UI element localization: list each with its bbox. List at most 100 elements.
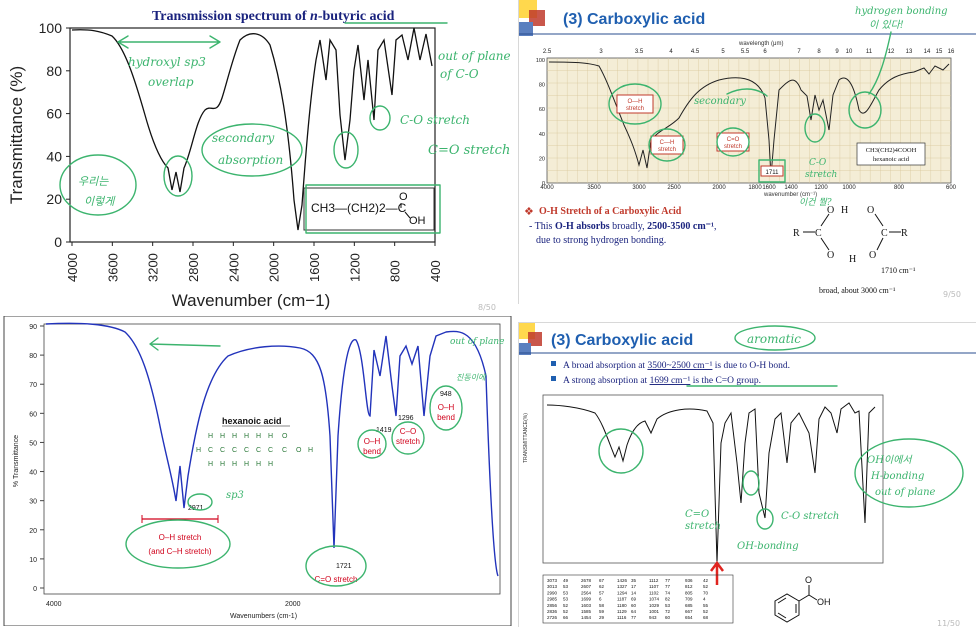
note-out-of-plane: out of plane xyxy=(438,49,511,63)
wavenumber-tick: 600 xyxy=(946,185,957,191)
peak-table-cell: 936 xyxy=(685,578,693,583)
peak-table-cell: 4 xyxy=(703,597,706,602)
y-tick-label: 80 xyxy=(46,63,62,79)
peak-table-cell: 58 xyxy=(599,603,605,608)
oh-stretch-label-1: O—H xyxy=(628,99,643,105)
transmittance-tick: 100 xyxy=(536,58,545,64)
peak-table-cell: 1112 xyxy=(649,578,659,583)
peak-table-cell: 1426 xyxy=(617,578,628,583)
svg-text:R: R xyxy=(793,228,800,239)
svg-text:H: H xyxy=(841,205,848,216)
chain-h-top: H xyxy=(208,433,213,440)
peak-table-cell: 1107 xyxy=(649,584,659,589)
hexanoic-x-label: Wavenumbers (cm-1) xyxy=(230,613,297,620)
peak-table-cell: 52 xyxy=(563,609,569,614)
x-tick-4000: 4000 xyxy=(46,601,62,608)
slide2-page-number: 11/50 xyxy=(937,619,961,627)
scribble-oh-stretch-circle xyxy=(125,519,231,569)
wavenumber-tick: 1800 xyxy=(748,185,762,191)
ch-stretch-label-1: C—H xyxy=(660,140,675,146)
note-co-double: C=O xyxy=(685,509,709,520)
scribble-oh-bend-circle xyxy=(357,429,387,459)
peak-table-cell: 667 xyxy=(685,609,693,614)
peak-table-cell: 64 xyxy=(631,609,637,614)
peak-table-cell: 62 xyxy=(599,584,605,589)
y-tick-label: 100 xyxy=(39,20,63,36)
slide2-chart-frame xyxy=(542,394,884,564)
oh-bend-label: O–H xyxy=(364,437,381,446)
peak-table-cell: 60 xyxy=(631,603,637,608)
note-co: C-O xyxy=(809,158,827,168)
wavelength-tick: 2.5 xyxy=(543,49,552,55)
note-korean-2: 이렇게 xyxy=(84,195,116,208)
wavenumber-tick: 1600 xyxy=(762,185,776,191)
benzoic-acid-structure xyxy=(774,585,818,623)
butyric-spectrum-figure: Transmission spectrum of n-butyric acid … xyxy=(7,9,511,310)
wavelength-tick: 4.5 xyxy=(691,49,700,55)
x-tick-label: 800 xyxy=(388,260,403,282)
peak-table-cell: 74 xyxy=(665,590,671,595)
chain-o-top: O xyxy=(282,433,288,440)
panel-carboxylic-acid-slide-1: (3) Carboxylic acid wavelength (μm) 2.5 3… xyxy=(518,0,976,304)
formula-oh: OH xyxy=(409,215,426,227)
oh-stretch-label: O–H stretch xyxy=(159,533,202,542)
scribble-hbond-circle xyxy=(848,91,882,129)
note-aromatic: aromatic xyxy=(747,332,801,346)
wavelength-tick: 5 xyxy=(721,49,725,55)
x-tick-label: 3600 xyxy=(105,253,120,282)
wavelength-tick: 5.5 xyxy=(741,49,750,55)
wavenumber-tick: 2000 xyxy=(712,185,726,191)
x-tick-label: 3200 xyxy=(146,253,161,282)
bullet-line-2: due to strong hydrogen bonding. xyxy=(536,235,666,246)
note-stretch: stretch xyxy=(685,521,721,532)
peak-1296-label: 1296 xyxy=(398,415,414,422)
peak-circle-3 xyxy=(369,105,391,131)
y-tick-label: 20 xyxy=(46,191,62,207)
slide1-page-number: 9/50 xyxy=(943,290,961,299)
peak-table-cell: 52 xyxy=(703,609,709,614)
slide2-bullet-2: A strong absorption at 1699 cm⁻¹ is the … xyxy=(563,376,761,386)
x-axis-ticks: 4000 3600 3200 2800 2400 2000 1600 1200 800 400 xyxy=(65,242,443,282)
chain-c: C xyxy=(256,447,261,454)
scribble-co-circle xyxy=(716,127,750,157)
chain-h-bottom: H xyxy=(244,461,249,468)
peak-table-cell: 35 xyxy=(631,578,637,583)
panel-butyric-acid-spectrum: Transmission spectrum of n-butyric acid … xyxy=(0,0,515,312)
peak-table-cell: 1129 xyxy=(617,609,627,614)
peak-1711-label: 1711 xyxy=(766,170,780,176)
hex-y-tick-label: 0 xyxy=(33,586,37,593)
co-stretch-label-2: stretch xyxy=(724,144,742,150)
formula-box-scribble xyxy=(305,184,441,234)
hexanoic-label: hexanoic acid xyxy=(222,416,282,426)
peak-table-cell: 59 xyxy=(599,609,605,614)
chain-h-bottom: H xyxy=(256,461,261,468)
note-absorption: absorption xyxy=(218,153,283,167)
slide2-bullet-1: A broad absorption at 3500~2500 cm⁻¹ is … xyxy=(563,361,790,371)
peak-table-cell: 3073 xyxy=(547,578,558,583)
peak-2971-label: 2971 xyxy=(188,505,204,512)
hexanoic-outer-frame xyxy=(3,316,512,626)
chain-h-left: H xyxy=(196,447,201,454)
wavelength-tick: 3 xyxy=(599,49,603,55)
chain-c: C xyxy=(232,447,237,454)
peak-table-cell: 2856 xyxy=(547,603,558,608)
wavelength-tick: 4 xyxy=(669,49,673,55)
wavenumber-tick: 2500 xyxy=(667,185,681,191)
oh-bend2-label-2: bend xyxy=(437,413,455,422)
peak-table-cell: 1001 xyxy=(649,609,660,614)
chain-h-bottom: H xyxy=(208,461,213,468)
y-tick-label: 60 xyxy=(46,106,62,122)
chain-h-bottom: H xyxy=(220,461,225,468)
peak-table-cell: 1102 xyxy=(649,590,659,595)
scribble-2971-circle xyxy=(187,493,213,511)
hex-y-tick-label: 60 xyxy=(29,411,37,418)
peak-table-cell: 2836 xyxy=(547,609,558,614)
hex-y-tick-label: 90 xyxy=(29,324,37,331)
wavenumber-tick: 3500 xyxy=(587,185,601,191)
y-tick-label: 0 xyxy=(54,234,62,250)
ch-stretch-box xyxy=(650,135,684,155)
peak-table-cell: 68 xyxy=(703,615,709,620)
wavenumber-tick: 800 xyxy=(894,185,905,191)
wavelength-tick: 15 xyxy=(936,49,943,55)
